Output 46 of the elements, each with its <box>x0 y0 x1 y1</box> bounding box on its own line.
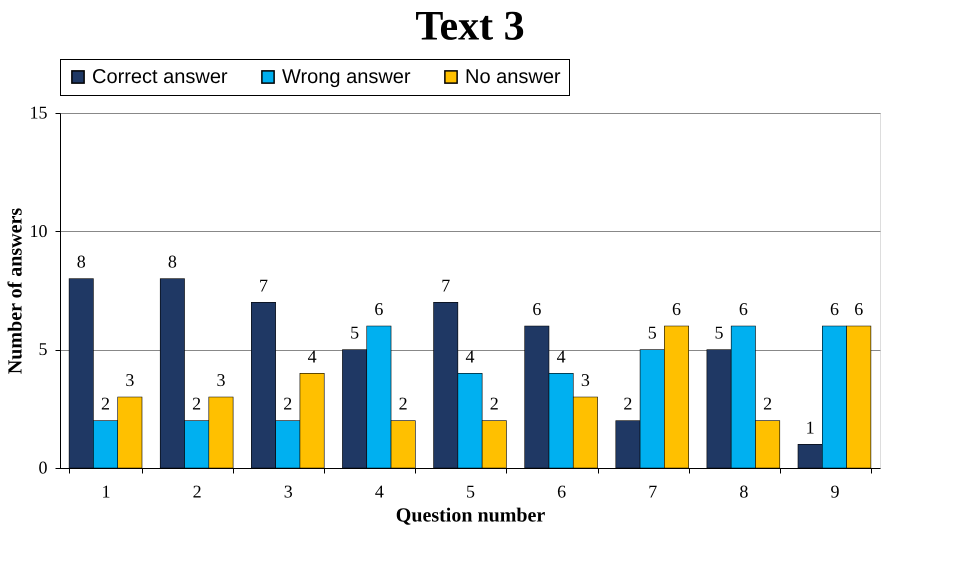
y-tick-label: 0 <box>38 458 48 478</box>
y-axis-title: Number of answers <box>4 208 26 374</box>
x-tick-label: 6 <box>557 482 566 502</box>
data-label: 4 <box>308 346 317 366</box>
data-label: 5 <box>648 322 657 343</box>
legend-label: No answer <box>465 66 561 88</box>
x-tick-label: 2 <box>192 482 202 502</box>
data-label: 6 <box>830 299 839 319</box>
data-label: 5 <box>350 322 360 343</box>
x-tick-label: 9 <box>830 482 840 502</box>
x-tick-label: 8 <box>739 482 748 502</box>
y-tick-label: 15 <box>30 102 48 122</box>
data-label: 4 <box>556 346 566 366</box>
data-label: 5 <box>714 322 724 343</box>
data-label: 2 <box>763 394 772 414</box>
data-label: 3 <box>125 370 134 390</box>
x-axis-title: Question number <box>396 504 546 526</box>
data-label: 3 <box>216 370 226 390</box>
data-label: 2 <box>490 394 499 414</box>
x-tick-label: 4 <box>374 482 384 502</box>
data-label: 6 <box>532 299 542 319</box>
data-label: 2 <box>623 394 632 414</box>
legend-label: Wrong answer <box>282 66 411 88</box>
y-tick-label: 10 <box>30 220 48 241</box>
chart-title: Text 3 <box>415 4 525 50</box>
data-label: 2 <box>101 394 110 414</box>
y-tick-label: 5 <box>38 339 48 360</box>
data-label: 4 <box>466 346 474 366</box>
x-tick-label: 5 <box>466 482 475 502</box>
legend-label: Correct answer <box>92 66 228 88</box>
data-label: 8 <box>168 252 177 272</box>
data-label: 6 <box>854 299 864 319</box>
data-label: 2 <box>192 394 202 414</box>
data-label: 2 <box>398 394 408 414</box>
data-label: 1 <box>806 417 815 438</box>
x-tick-label: 7 <box>648 482 658 502</box>
data-label: 7 <box>441 275 450 296</box>
data-label: 6 <box>672 299 682 319</box>
x-tick-label: 1 <box>102 482 111 502</box>
data-label: 6 <box>738 299 748 319</box>
x-tick-label: 3 <box>284 482 293 502</box>
data-label: 3 <box>580 370 590 390</box>
data-label: 2 <box>283 394 292 414</box>
data-label: 7 <box>258 275 268 296</box>
data-label: 6 <box>374 299 384 319</box>
data-label: 8 <box>76 252 86 272</box>
